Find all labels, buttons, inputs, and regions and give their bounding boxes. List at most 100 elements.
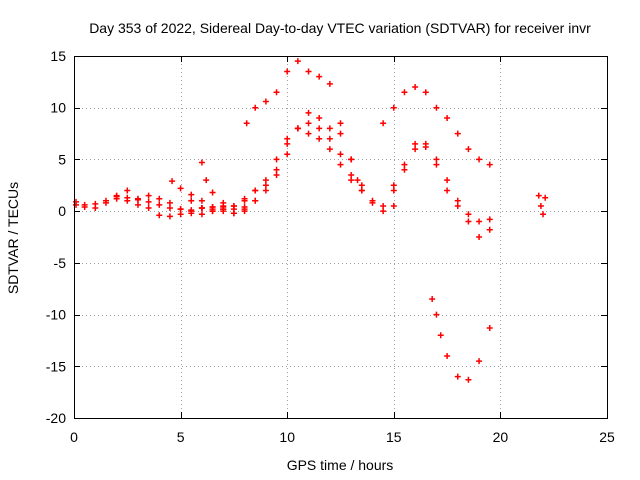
data-point [284,151,291,158]
data-point [273,156,280,163]
data-point [262,187,269,194]
data-point [540,211,547,218]
data-point [433,104,440,111]
data-point [337,130,344,137]
data-point [401,166,408,173]
data-point [145,205,152,212]
x-tick-label: 10 [279,429,295,445]
data-point [326,146,333,153]
data-point [262,98,269,105]
data-point [188,210,195,217]
data-point [243,120,250,127]
data-point [252,197,259,204]
data-point [198,159,205,166]
x-tick-label: 25 [599,429,615,445]
data-point [454,197,461,204]
series-arc-10 [380,84,493,168]
x-tick-label: 15 [386,429,402,445]
data-point [166,199,173,206]
data-point [305,130,312,137]
x-tick-label: 0 [70,429,78,445]
y-tick-label: -15 [46,358,66,374]
data-point [326,125,333,132]
data-point [454,373,461,380]
data-point [326,80,333,87]
data-point [230,210,237,217]
data-point [326,135,333,142]
data-point [390,187,397,194]
data-point [454,130,461,137]
data-point [433,161,440,168]
series-arc-2 [73,193,227,220]
data-point [433,311,440,318]
y-tick-label: 5 [58,151,66,167]
data-point [465,218,472,225]
y-axis-label: SDTVAR / TECUs [5,182,21,294]
data-point [156,212,163,219]
data-point [284,135,291,142]
data-point [92,200,99,207]
data-point [390,182,397,189]
y-tick-label: -20 [46,410,66,426]
data-point [422,89,429,96]
data-point [203,177,210,184]
data-point [433,156,440,163]
series-arc-8 [241,125,365,204]
data-point [354,177,361,184]
x-tick-label: 20 [493,429,509,445]
data-point [188,191,195,198]
data-point [380,120,387,127]
y-tick-label: 10 [50,100,66,116]
data-point [305,109,312,116]
data-point [220,199,227,206]
data-point [401,161,408,168]
data-point [390,202,397,209]
data-point [305,120,312,127]
series-arc-3 [113,187,237,218]
data-point [444,177,451,184]
y-tick-label: -5 [54,255,67,271]
y-tick-label: -10 [46,307,66,323]
data-point [348,171,355,178]
data-point [145,192,152,199]
data-point [177,206,184,213]
data-point [429,296,436,303]
data-point [316,135,323,142]
data-point [476,358,483,365]
data-point [102,197,109,204]
data-point [273,89,280,96]
data-point [124,197,131,204]
data-point [262,177,269,184]
data-point [177,185,184,192]
data-point [465,211,472,218]
data-point [241,197,248,204]
data-point [348,156,355,163]
data-point [73,198,79,205]
data-point [145,198,152,205]
series-arc-6 [188,109,397,217]
data-point [316,115,323,122]
series-arc-12 [390,140,493,240]
data-point [134,195,141,202]
y-tick-label: 15 [50,48,66,64]
series-arc-5 [198,159,248,213]
data-point [380,202,387,209]
data-point [198,205,205,212]
data-point [113,192,120,199]
data-point [169,178,176,185]
data-series [73,58,549,383]
data-point [262,182,269,189]
data-point [284,140,291,147]
series-arc-7 [230,120,376,217]
data-point [476,218,483,225]
data-point [348,177,355,184]
data-point [465,146,472,153]
data-point [369,197,376,204]
data-point [273,166,280,173]
data-point [486,161,493,168]
data-point [241,206,248,213]
y-tick-label: 0 [58,203,66,219]
data-point [316,125,323,132]
data-point [337,120,344,127]
data-point [166,205,173,212]
